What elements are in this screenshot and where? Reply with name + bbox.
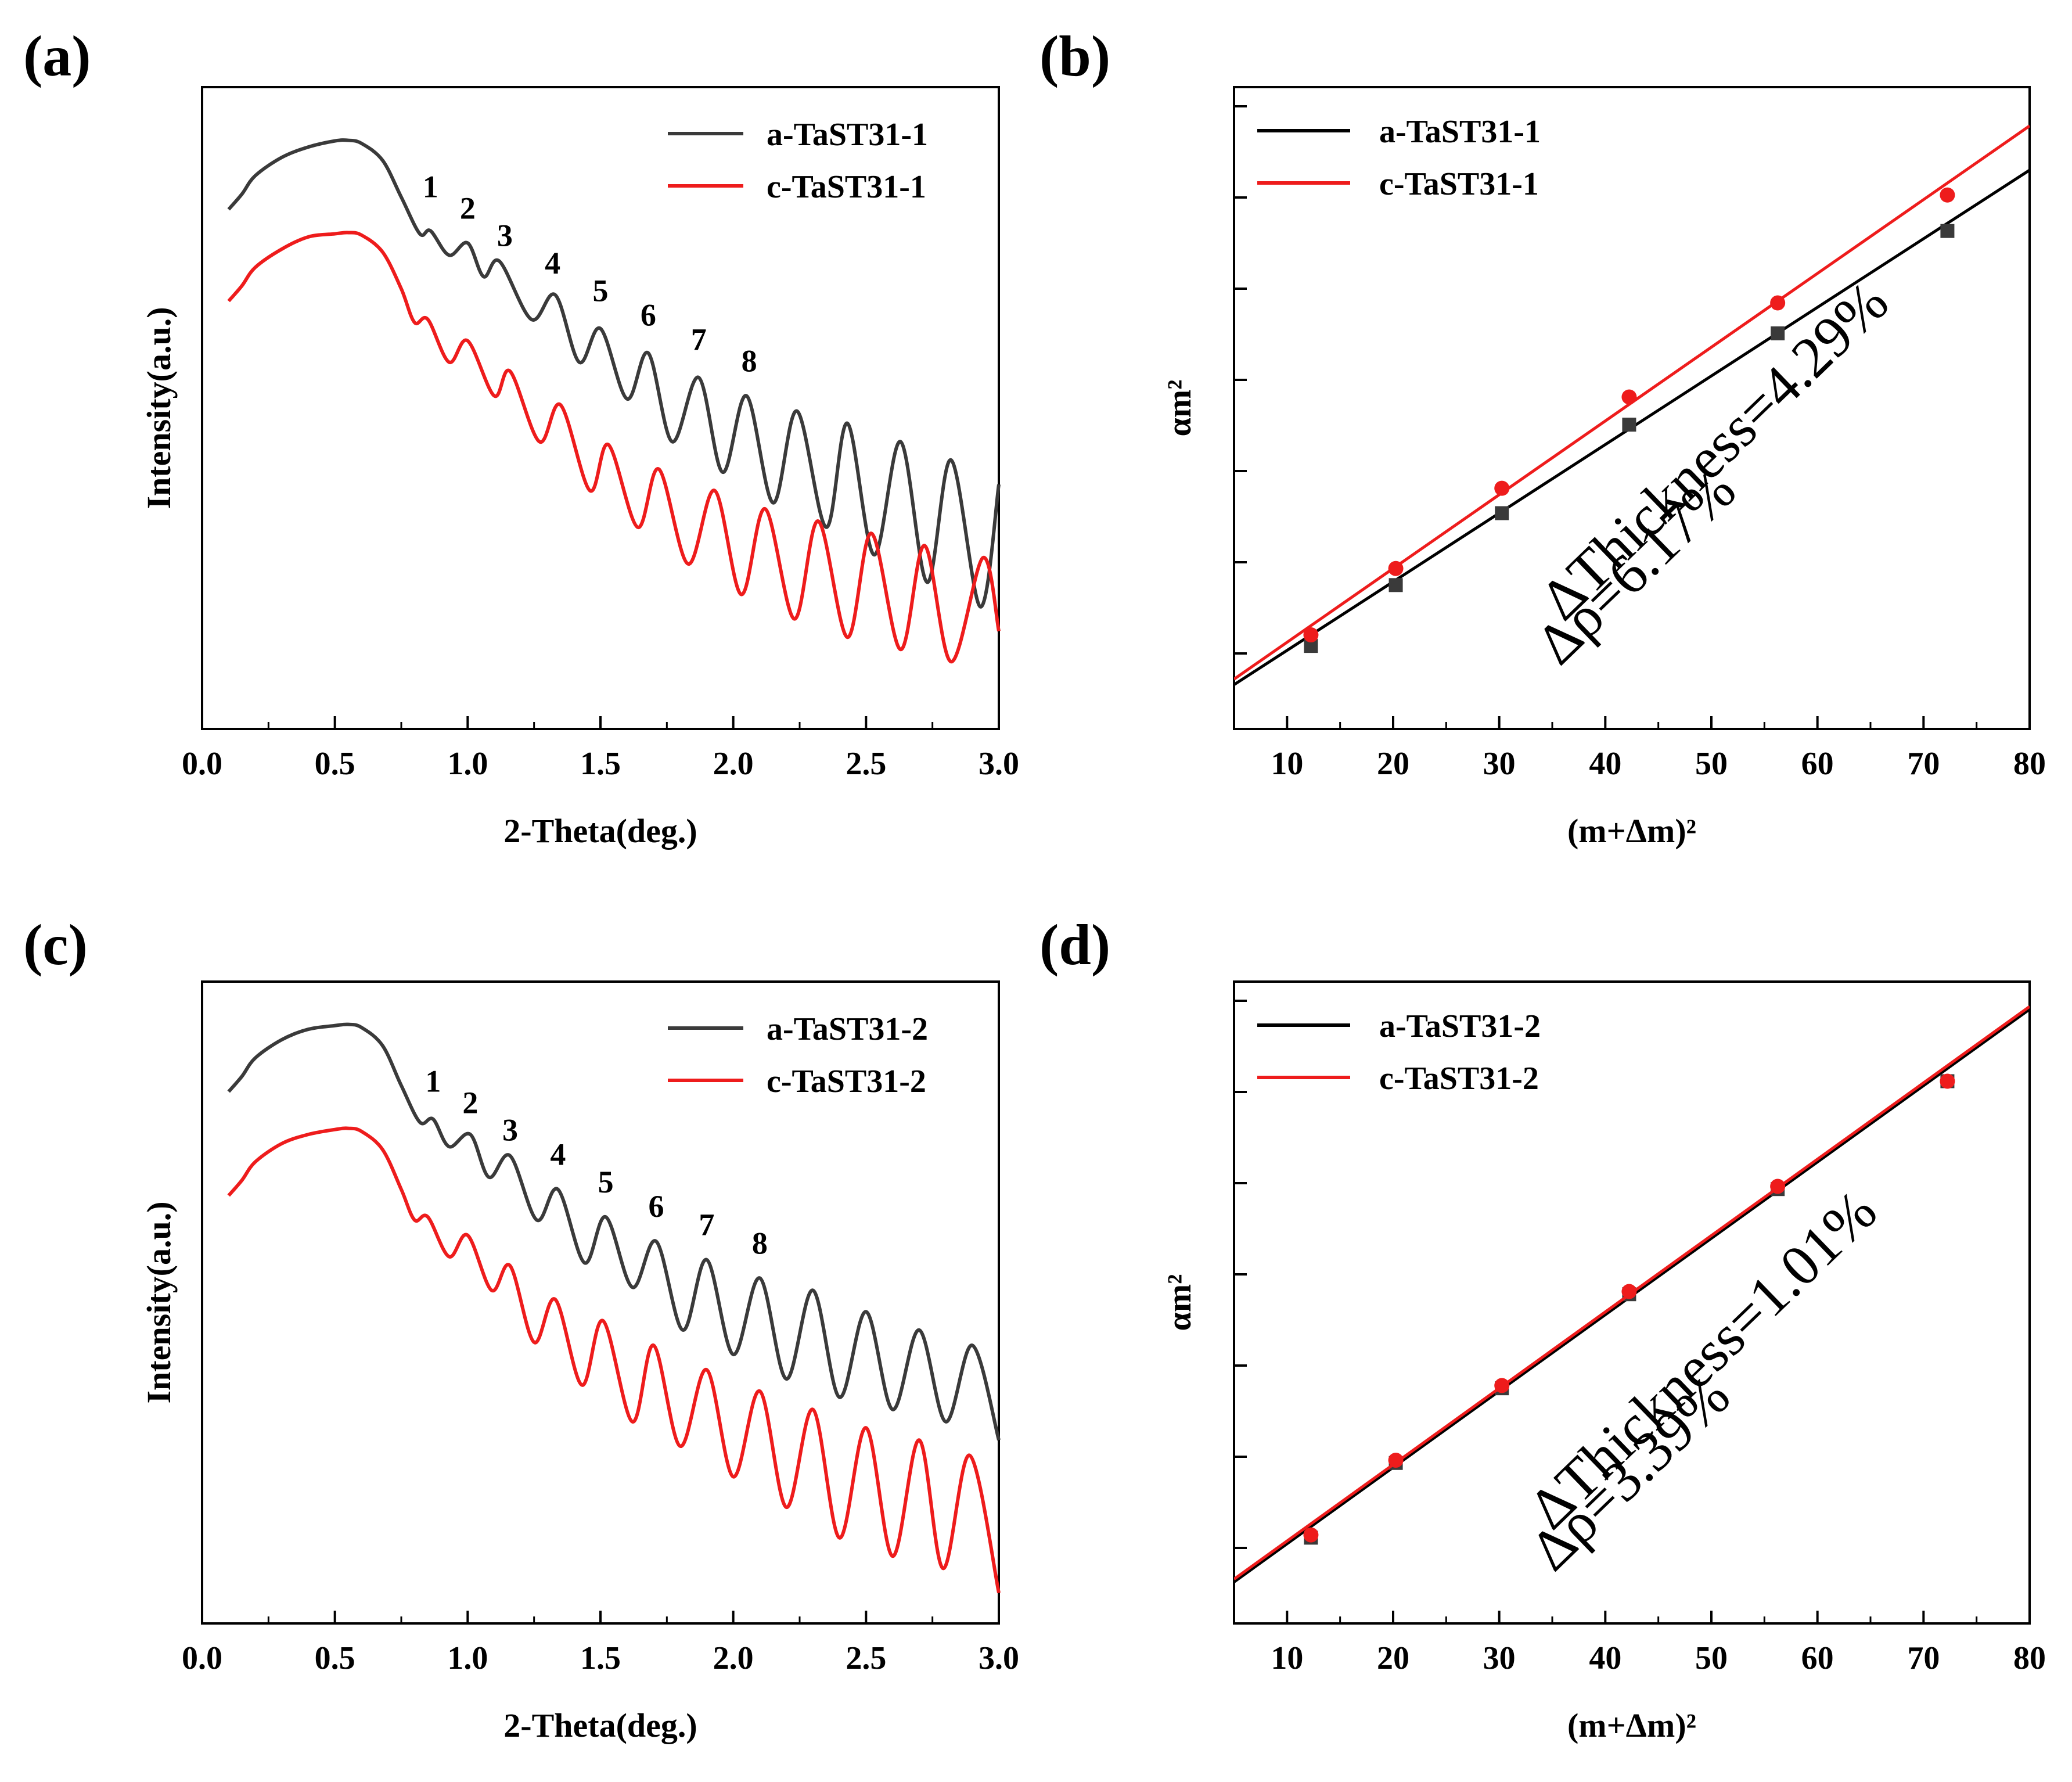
fringe-order-label: 8 bbox=[752, 1226, 768, 1260]
data-point-c-TaST31-1 bbox=[1494, 480, 1510, 496]
data-point-c-TaST31-2 bbox=[1388, 1452, 1404, 1468]
x-tick-label: 40 bbox=[1589, 1640, 1621, 1676]
x-axis-label: (m+Δm)² bbox=[1567, 812, 1696, 850]
x-tick-label: 30 bbox=[1483, 746, 1516, 782]
x-tick-label: 50 bbox=[1695, 1640, 1728, 1676]
x-axis-label: 2-Theta(deg.) bbox=[503, 812, 697, 850]
data-point-c-TaST31-2 bbox=[1940, 1073, 1955, 1089]
fringe-order-label: 6 bbox=[649, 1189, 664, 1224]
x-tick-label: 10 bbox=[1271, 1640, 1303, 1676]
legend-label: c-TaST31-2 bbox=[767, 1064, 926, 1100]
panel-label-d: (d) bbox=[1039, 912, 1110, 977]
data-point-c-TaST31-2 bbox=[1303, 1527, 1319, 1543]
chart-panel-a: 0.0 0.5 1.0 1.5 2.0 2.5 3.0 2-Theta(deg.) Intens… bbox=[140, 86, 1019, 850]
chart-panel-d: 10 20 30 40 50 60 70 80 (m+Δm)² αm² a-TaST31-2 c-Ta… bbox=[1160, 980, 2046, 1744]
x-axis-label: 2-Theta(deg.) bbox=[503, 1706, 697, 1744]
data-point-c-TaST31-2 bbox=[1621, 1284, 1637, 1299]
x-tick-label: 2.0 bbox=[713, 1640, 754, 1676]
chart-panel-c: 0.0 0.5 1.0 1.5 2.0 2.5 3.0 2-Theta(deg.) Intens… bbox=[140, 980, 1019, 1744]
legend-label: c-TaST31-2 bbox=[1379, 1061, 1539, 1097]
data-point-c-TaST31-2 bbox=[1770, 1179, 1786, 1194]
x-tick-label: 80 bbox=[2013, 1640, 2046, 1676]
fringe-order-label: 7 bbox=[699, 1208, 714, 1242]
fringe-order-label: 1 bbox=[425, 1064, 441, 1098]
x-tick-label: 0.0 bbox=[182, 746, 222, 782]
fringe-order-label: 5 bbox=[598, 1165, 614, 1199]
x-tick-label: 30 bbox=[1483, 1640, 1516, 1676]
x-tick-label: 40 bbox=[1589, 746, 1621, 782]
legend-label: c-TaST31-1 bbox=[1379, 166, 1539, 202]
data-point-a-TaST31-1 bbox=[1495, 506, 1509, 520]
x-tick-label: 3.0 bbox=[979, 746, 1019, 782]
fringe-order-label: 8 bbox=[742, 343, 757, 378]
x-tick-label: 20 bbox=[1377, 1640, 1409, 1676]
y-axis-label: αm² bbox=[1160, 1274, 1198, 1331]
x-tick-label: 0.5 bbox=[315, 746, 355, 782]
x-tick-label: 50 bbox=[1695, 746, 1728, 782]
plot-frame bbox=[1233, 980, 2031, 1625]
x-tick-label: 60 bbox=[1801, 1640, 1834, 1676]
data-point-c-TaST31-1 bbox=[1303, 627, 1319, 643]
series-line-c-TaST31-1 bbox=[227, 231, 1001, 664]
x-tick-label: 2.5 bbox=[846, 746, 886, 782]
data-point-a-TaST31-1 bbox=[1388, 578, 1403, 592]
x-tick-label: 1.5 bbox=[580, 1640, 621, 1676]
legend-label: a-TaST31-2 bbox=[1379, 1008, 1541, 1044]
x-tick-label: 3.0 bbox=[979, 1640, 1019, 1676]
x-tick-label: 2.5 bbox=[846, 1640, 886, 1676]
fringe-order-label: 5 bbox=[593, 273, 609, 308]
data-point-c-TaST31-2 bbox=[1494, 1378, 1510, 1393]
data-point-a-TaST31-1 bbox=[1771, 326, 1785, 340]
data-point-c-TaST31-1 bbox=[1940, 187, 1955, 203]
data-point-c-TaST31-1 bbox=[1388, 561, 1404, 576]
y-axis-label: Intensity(a.u.) bbox=[140, 307, 178, 509]
panel-label-b: (b) bbox=[1039, 24, 1110, 88]
legend-label: a-TaST31-1 bbox=[767, 117, 928, 153]
plot-area bbox=[1234, 124, 2030, 686]
data-point-a-TaST31-1 bbox=[1622, 418, 1636, 432]
series-line-a-TaST31-1 bbox=[227, 138, 1001, 609]
x-tick-label: 70 bbox=[1907, 746, 1940, 782]
x-tick-label: 60 bbox=[1801, 746, 1834, 782]
plot-area bbox=[1234, 1005, 2030, 1583]
x-tick-label: 1.5 bbox=[580, 746, 621, 782]
fringe-order-label: 7 bbox=[691, 322, 707, 357]
fringe-order-label: 4 bbox=[550, 1137, 566, 1172]
data-point-a-TaST31-1 bbox=[1940, 224, 1955, 238]
panel-label-c: (c) bbox=[23, 912, 88, 977]
fringe-order-label: 3 bbox=[502, 1113, 518, 1148]
x-tick-label: 70 bbox=[1907, 1640, 1940, 1676]
series-line-a-TaST31-2 bbox=[227, 1022, 1001, 1441]
fringe-order-label: 1 bbox=[423, 169, 438, 204]
x-tick-label: 80 bbox=[2013, 746, 2046, 782]
fringe-order-label: 2 bbox=[462, 1085, 478, 1120]
panel-label-a: (a) bbox=[23, 24, 91, 88]
x-tick-label: 0.5 bbox=[315, 1640, 355, 1676]
x-tick-label: 10 bbox=[1271, 746, 1303, 782]
chart-panel-b: 10 20 30 40 50 60 70 80 (m+Δm)² αm² a-TaST31-1 c-Ta… bbox=[1160, 86, 2046, 850]
y-axis-label: Intensity(a.u.) bbox=[140, 1201, 178, 1403]
x-tick-label: 2.0 bbox=[713, 746, 754, 782]
x-tick-label: 0.0 bbox=[182, 1640, 222, 1676]
data-point-c-TaST31-1 bbox=[1770, 295, 1786, 311]
fringe-order-label: 3 bbox=[497, 218, 513, 253]
x-tick-label: 20 bbox=[1377, 746, 1409, 782]
series-line-c-TaST31-2 bbox=[227, 1126, 1001, 1594]
legend-label: a-TaST31-2 bbox=[767, 1011, 928, 1047]
plot-frame bbox=[1233, 86, 2031, 730]
y-axis-label: αm² bbox=[1160, 379, 1198, 436]
legend-label: c-TaST31-1 bbox=[767, 169, 926, 205]
fringe-order-label: 4 bbox=[545, 246, 560, 281]
fringe-order-label: 2 bbox=[460, 191, 476, 225]
legend-label: a-TaST31-1 bbox=[1379, 114, 1541, 150]
x-tick-label: 1.0 bbox=[447, 1640, 488, 1676]
x-tick-label: 1.0 bbox=[447, 746, 488, 782]
fringe-order-label: 6 bbox=[641, 297, 656, 332]
data-point-c-TaST31-1 bbox=[1621, 389, 1637, 405]
x-axis-label: (m+Δm)² bbox=[1567, 1706, 1696, 1744]
